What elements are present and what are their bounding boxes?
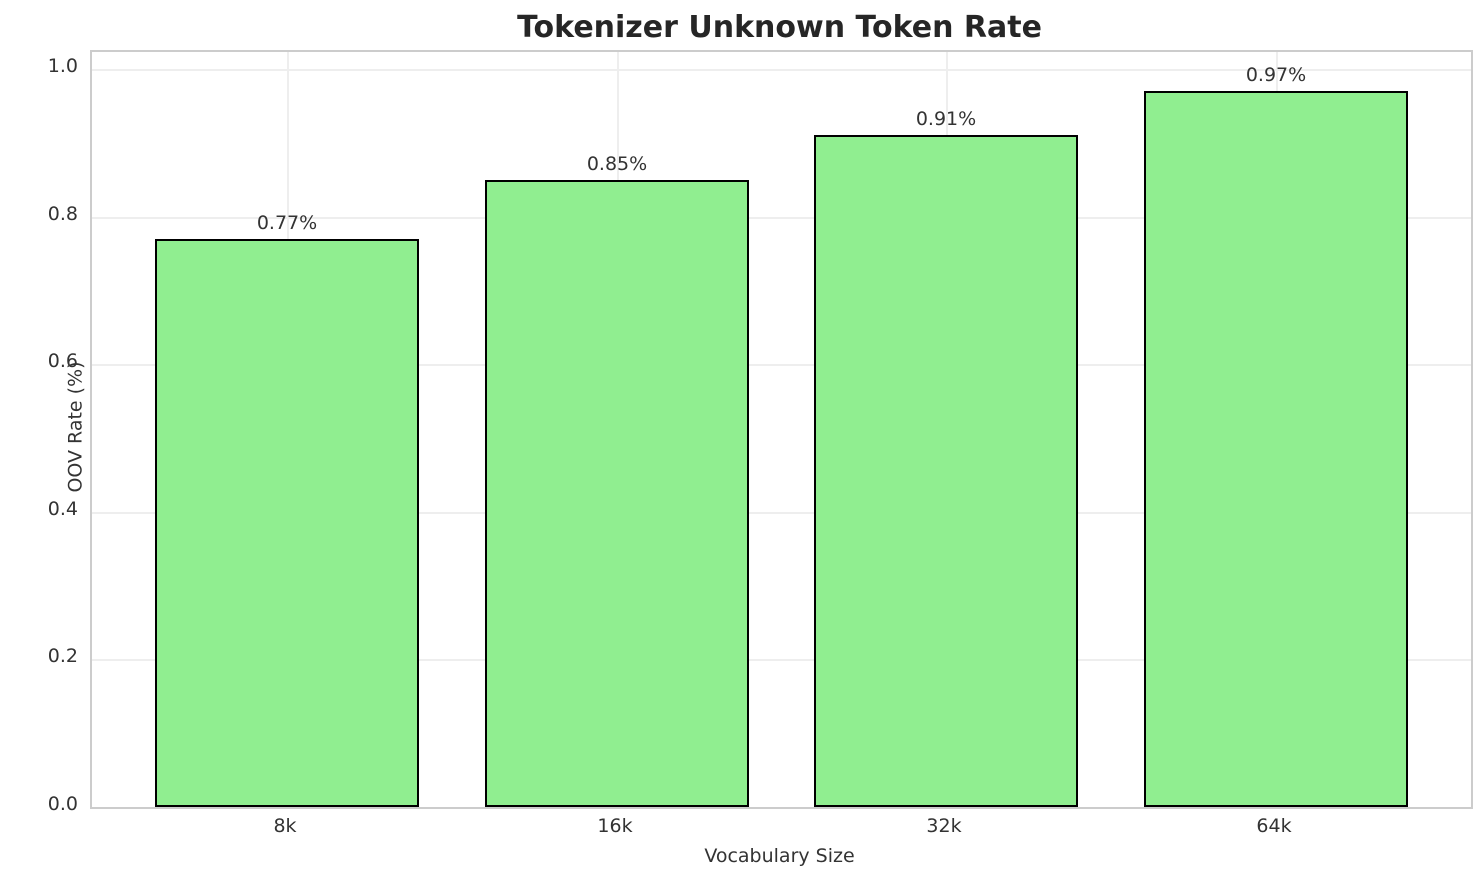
bar-value-label: 0.91% <box>915 108 977 130</box>
horizontal-gridline <box>92 364 1471 367</box>
x-tick-label-32k: 32k <box>926 815 962 837</box>
bar-16k <box>485 180 749 807</box>
x-axis-label: Vocabulary Size <box>704 845 855 867</box>
y-tick-label: 0.2 <box>47 645 78 667</box>
chart-title: Tokenizer Unknown Token Rate <box>517 10 1042 45</box>
horizontal-gridline <box>92 216 1471 219</box>
horizontal-gridline <box>92 659 1471 662</box>
x-tick-label-16k: 16k <box>597 815 633 837</box>
bar-value-label: 0.85% <box>586 153 648 175</box>
y-tick-label: 0.4 <box>47 498 78 520</box>
horizontal-gridline <box>92 68 1471 71</box>
plot-area: 0.77% 0.85% 0.91% 0.97% <box>90 50 1473 809</box>
x-tick-label-64k: 64k <box>1256 815 1292 837</box>
y-tick-label: 1.0 <box>47 55 78 77</box>
y-tick-label: 0.0 <box>47 793 78 815</box>
horizontal-gridline <box>92 511 1471 514</box>
x-tick-label-8k: 8k <box>273 815 297 837</box>
bar-value-label: 0.97% <box>1245 64 1307 86</box>
y-tick-label: 0.8 <box>47 203 78 225</box>
bar-32k <box>814 135 1078 807</box>
bar-value-label: 0.77% <box>256 212 318 234</box>
bar-8k <box>155 239 419 807</box>
y-axis-label: OOV Rate (%) <box>64 361 87 493</box>
y-tick-label: 0.6 <box>47 350 78 372</box>
bar-64k <box>1144 91 1408 807</box>
